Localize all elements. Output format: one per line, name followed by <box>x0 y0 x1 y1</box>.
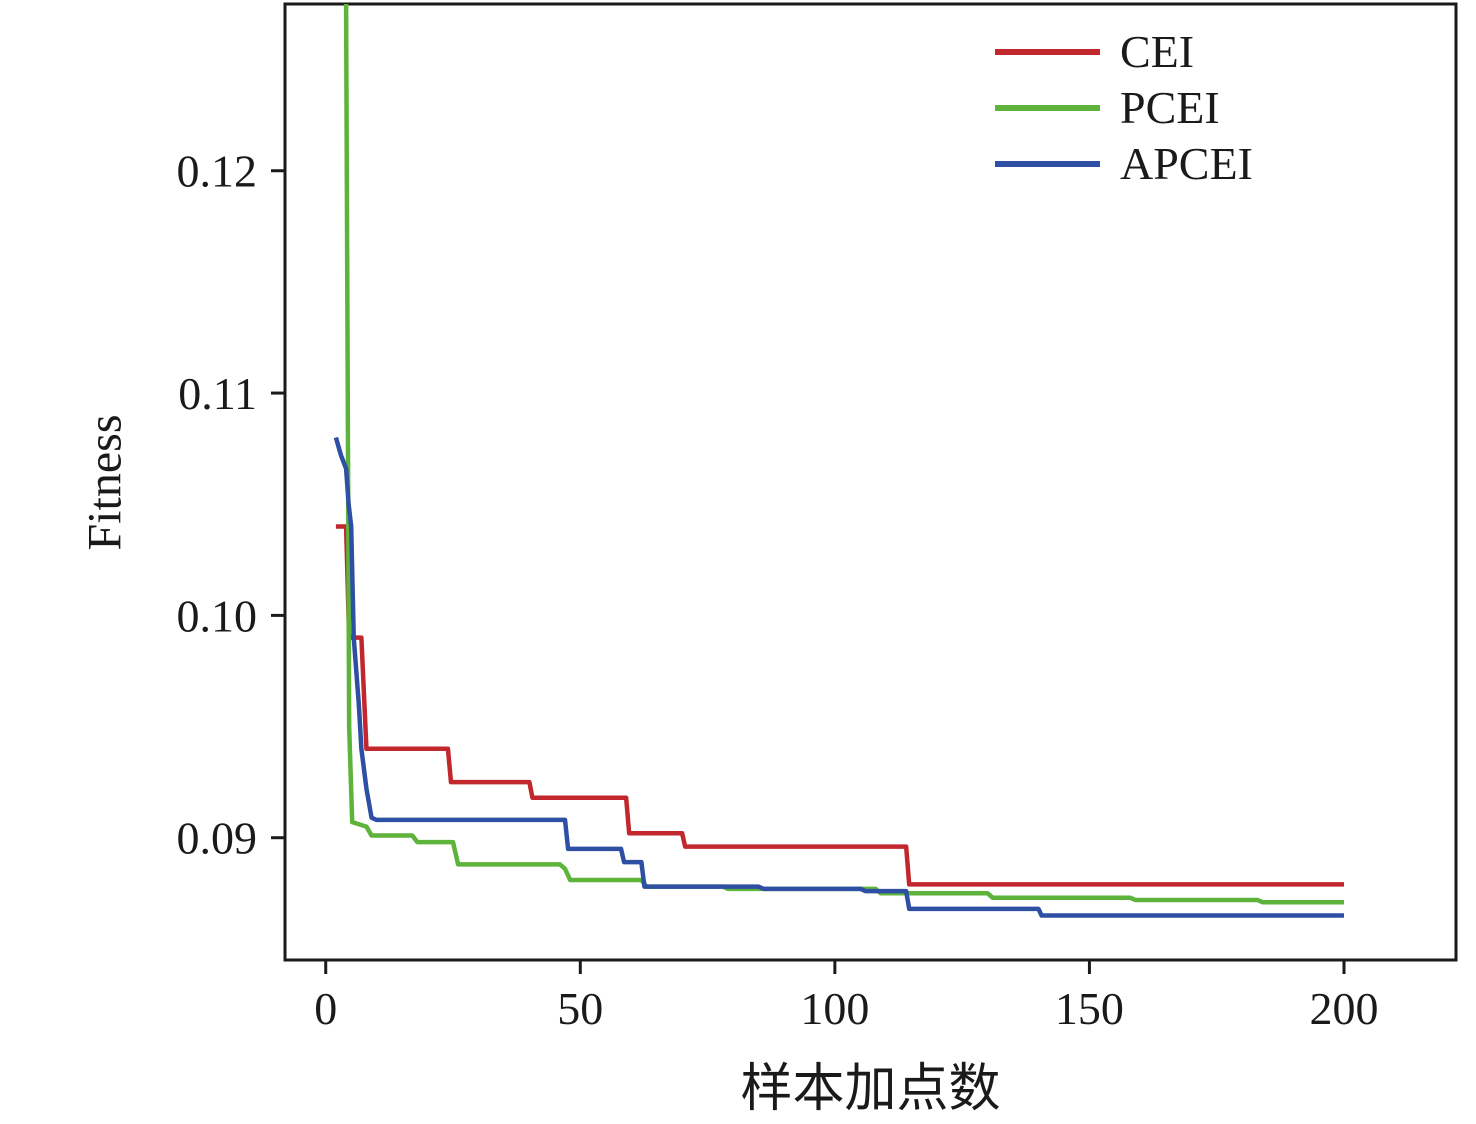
legend-line-sample <box>995 105 1100 111</box>
x-tick-label: 100 <box>800 983 869 1034</box>
legend-item-apcei: APCEI <box>995 136 1253 192</box>
y-tick-label: 0.12 <box>177 146 258 197</box>
axis-frame <box>283 2 1458 962</box>
y-tick-label: 0.11 <box>178 368 257 419</box>
legend-label: PCEI <box>1120 82 1220 133</box>
y-tick-label: 0.09 <box>177 813 258 864</box>
x-tick-label: 50 <box>557 983 603 1034</box>
legend-label: CEI <box>1120 26 1195 77</box>
legend-item-cei: CEI <box>995 24 1253 80</box>
legend-line-sample <box>995 161 1100 167</box>
legend-item-pcei: PCEI <box>995 80 1253 136</box>
x-tick-label: 150 <box>1055 983 1124 1034</box>
series-line-cei <box>335 524 1344 887</box>
legend-label: APCEI <box>1120 138 1253 189</box>
y-axis-label: Fitness <box>78 414 132 551</box>
x-tick-label: 200 <box>1309 983 1378 1034</box>
x-tick-label: 0 <box>314 983 337 1034</box>
legend: CEI PCEI APCEI <box>995 24 1253 192</box>
series-line-apcei <box>333 436 1344 918</box>
x-axis-label: 样本加点数 <box>740 1061 1001 1118</box>
y-tick-label: 0.10 <box>177 590 258 641</box>
legend-line-sample <box>995 49 1100 55</box>
